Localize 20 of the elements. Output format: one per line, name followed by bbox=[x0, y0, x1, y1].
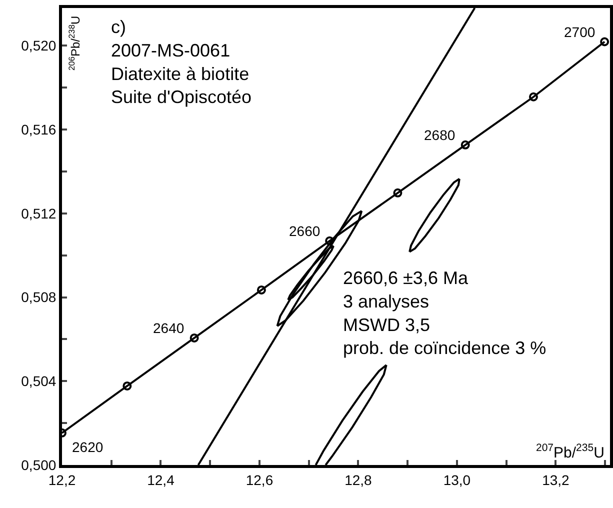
x-tick-label: 12,6 bbox=[246, 472, 274, 488]
x-tick-label: 13,2 bbox=[542, 472, 570, 488]
annotation: 2700 bbox=[564, 24, 596, 40]
x-tick-label: 12,2 bbox=[48, 472, 76, 488]
y-tick-label: 0,508 bbox=[21, 289, 56, 306]
annotation: 2660,6 ±3,6 Ma 3 analyses MSWD 3,5 prob. de coïncidence 3 % bbox=[343, 268, 546, 358]
annotation: 2680 bbox=[424, 127, 456, 143]
y-tick-label: 0,500 bbox=[21, 456, 56, 473]
annotation: c) 2007-MS-0061 Diatexite à biotite Suite d'Opiscotéo bbox=[111, 17, 252, 108]
y-tick-label: 0,516 bbox=[21, 121, 56, 138]
annotation: 2640 bbox=[153, 320, 184, 336]
x-tick-label: 12,4 bbox=[147, 472, 175, 488]
annotation: 2660 bbox=[289, 223, 320, 239]
y-tick-label: 0,504 bbox=[21, 373, 56, 390]
y-tick-label: 0,520 bbox=[21, 38, 56, 54]
x-tick-label: 12,8 bbox=[344, 472, 372, 488]
x-axis-title: $^{207}$Pb/$^{235}$U bbox=[536, 442, 604, 462]
x-tick-label: 13,0 bbox=[443, 472, 471, 488]
y-tick-label: 0,512 bbox=[21, 205, 56, 222]
annotation: 2620 bbox=[72, 439, 104, 455]
